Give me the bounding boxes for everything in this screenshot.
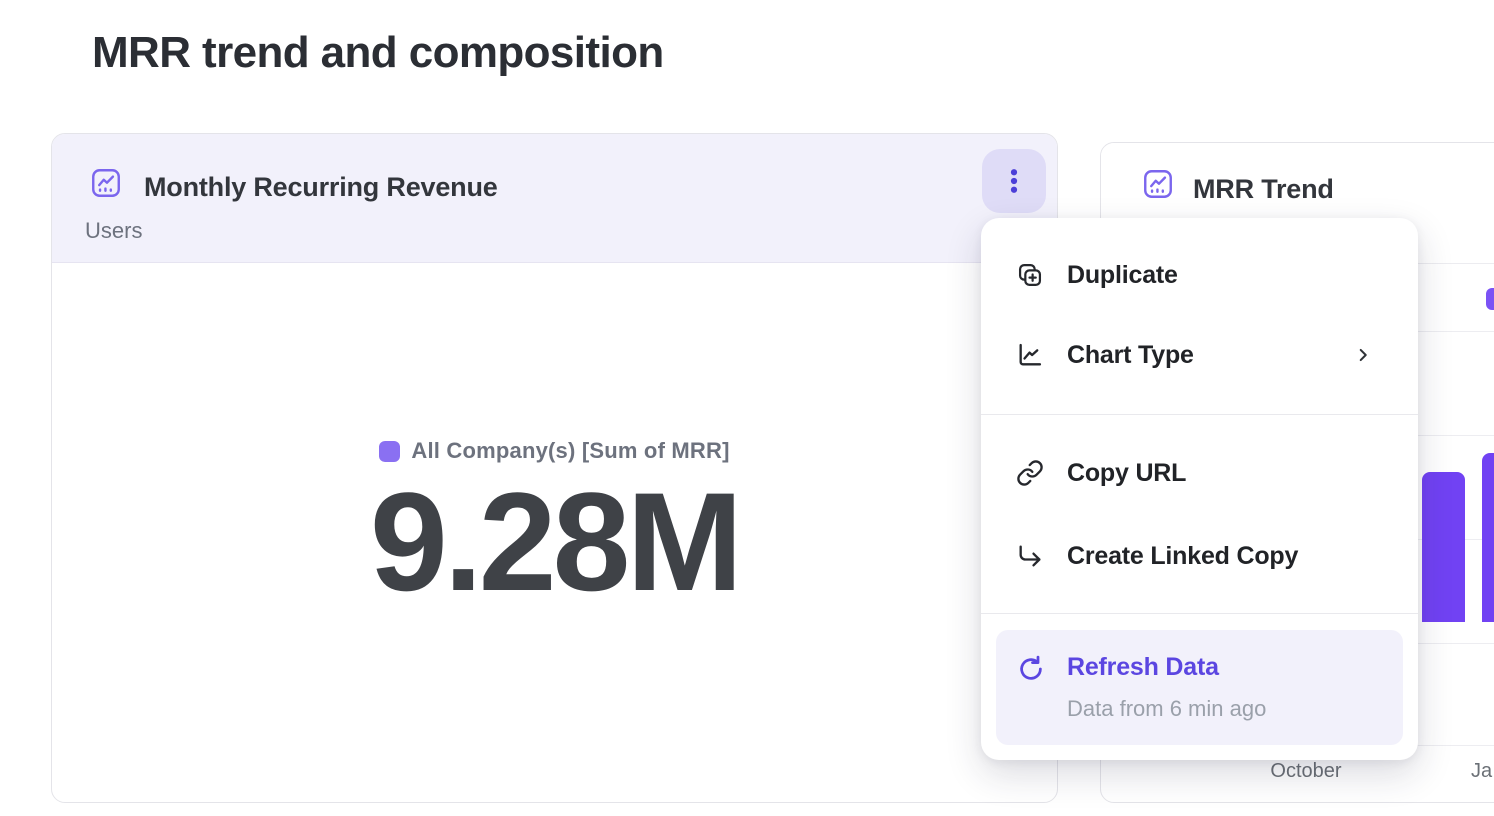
trend-legend-swatch (1486, 288, 1494, 310)
chart-type-icon (1016, 341, 1044, 369)
mrr-trend-title: MRR Trend (1193, 174, 1334, 204)
x-axis-label: October (1270, 760, 1342, 782)
menu-item-label: Chart Type (1067, 340, 1194, 369)
x-axis-label: Ja (1471, 760, 1493, 782)
menu-item-create-linked-copy[interactable]: Create Linked Copy (981, 523, 1418, 589)
mrr-card-title: Monthly Recurring Revenue (144, 172, 498, 202)
metric-chart-icon (89, 166, 123, 200)
menu-item-refresh-data[interactable]: Refresh Data Data from 6 min ago (996, 630, 1403, 745)
chevron-right-icon (1352, 344, 1374, 366)
menu-item-duplicate[interactable]: Duplicate (981, 242, 1418, 308)
bar (1482, 453, 1494, 622)
menu-divider (981, 613, 1418, 614)
mrr-card-header: Monthly Recurring Revenue Users (52, 134, 1057, 263)
menu-item-label: Duplicate (1067, 260, 1178, 289)
menu-item-copy-url[interactable]: Copy URL (981, 440, 1418, 506)
link-icon (1016, 459, 1044, 487)
refresh-icon (1016, 654, 1046, 684)
metric-legend: All Company(s) [Sum of MRR] (52, 438, 1057, 464)
page-title: MRR trend and composition (92, 28, 664, 77)
legend-swatch (379, 440, 401, 462)
menu-item-chart-type[interactable]: Chart Type (981, 322, 1418, 388)
mrr-card: Monthly Recurring Revenue Users All Comp… (51, 133, 1058, 803)
kebab-icon (999, 166, 1029, 196)
legend-label: All Company(s) [Sum of MRR] (411, 438, 730, 463)
card-context-menu: Duplicate Chart Type (981, 218, 1418, 760)
menu-divider (981, 414, 1418, 415)
metric-value: 9.28M (369, 463, 743, 620)
mrr-card-subtitle: Users (85, 218, 143, 243)
refresh-status-text: Data from 6 min ago (1067, 696, 1267, 721)
bar (1422, 472, 1465, 622)
duplicate-icon (1016, 261, 1044, 289)
corner-down-right-icon (1016, 542, 1044, 570)
metric-chart-icon (1141, 167, 1175, 201)
card-menu-button[interactable] (982, 149, 1046, 213)
menu-item-label: Copy URL (1067, 458, 1187, 487)
menu-item-label: Create Linked Copy (1067, 541, 1299, 570)
menu-item-label: Refresh Data (1067, 653, 1219, 681)
